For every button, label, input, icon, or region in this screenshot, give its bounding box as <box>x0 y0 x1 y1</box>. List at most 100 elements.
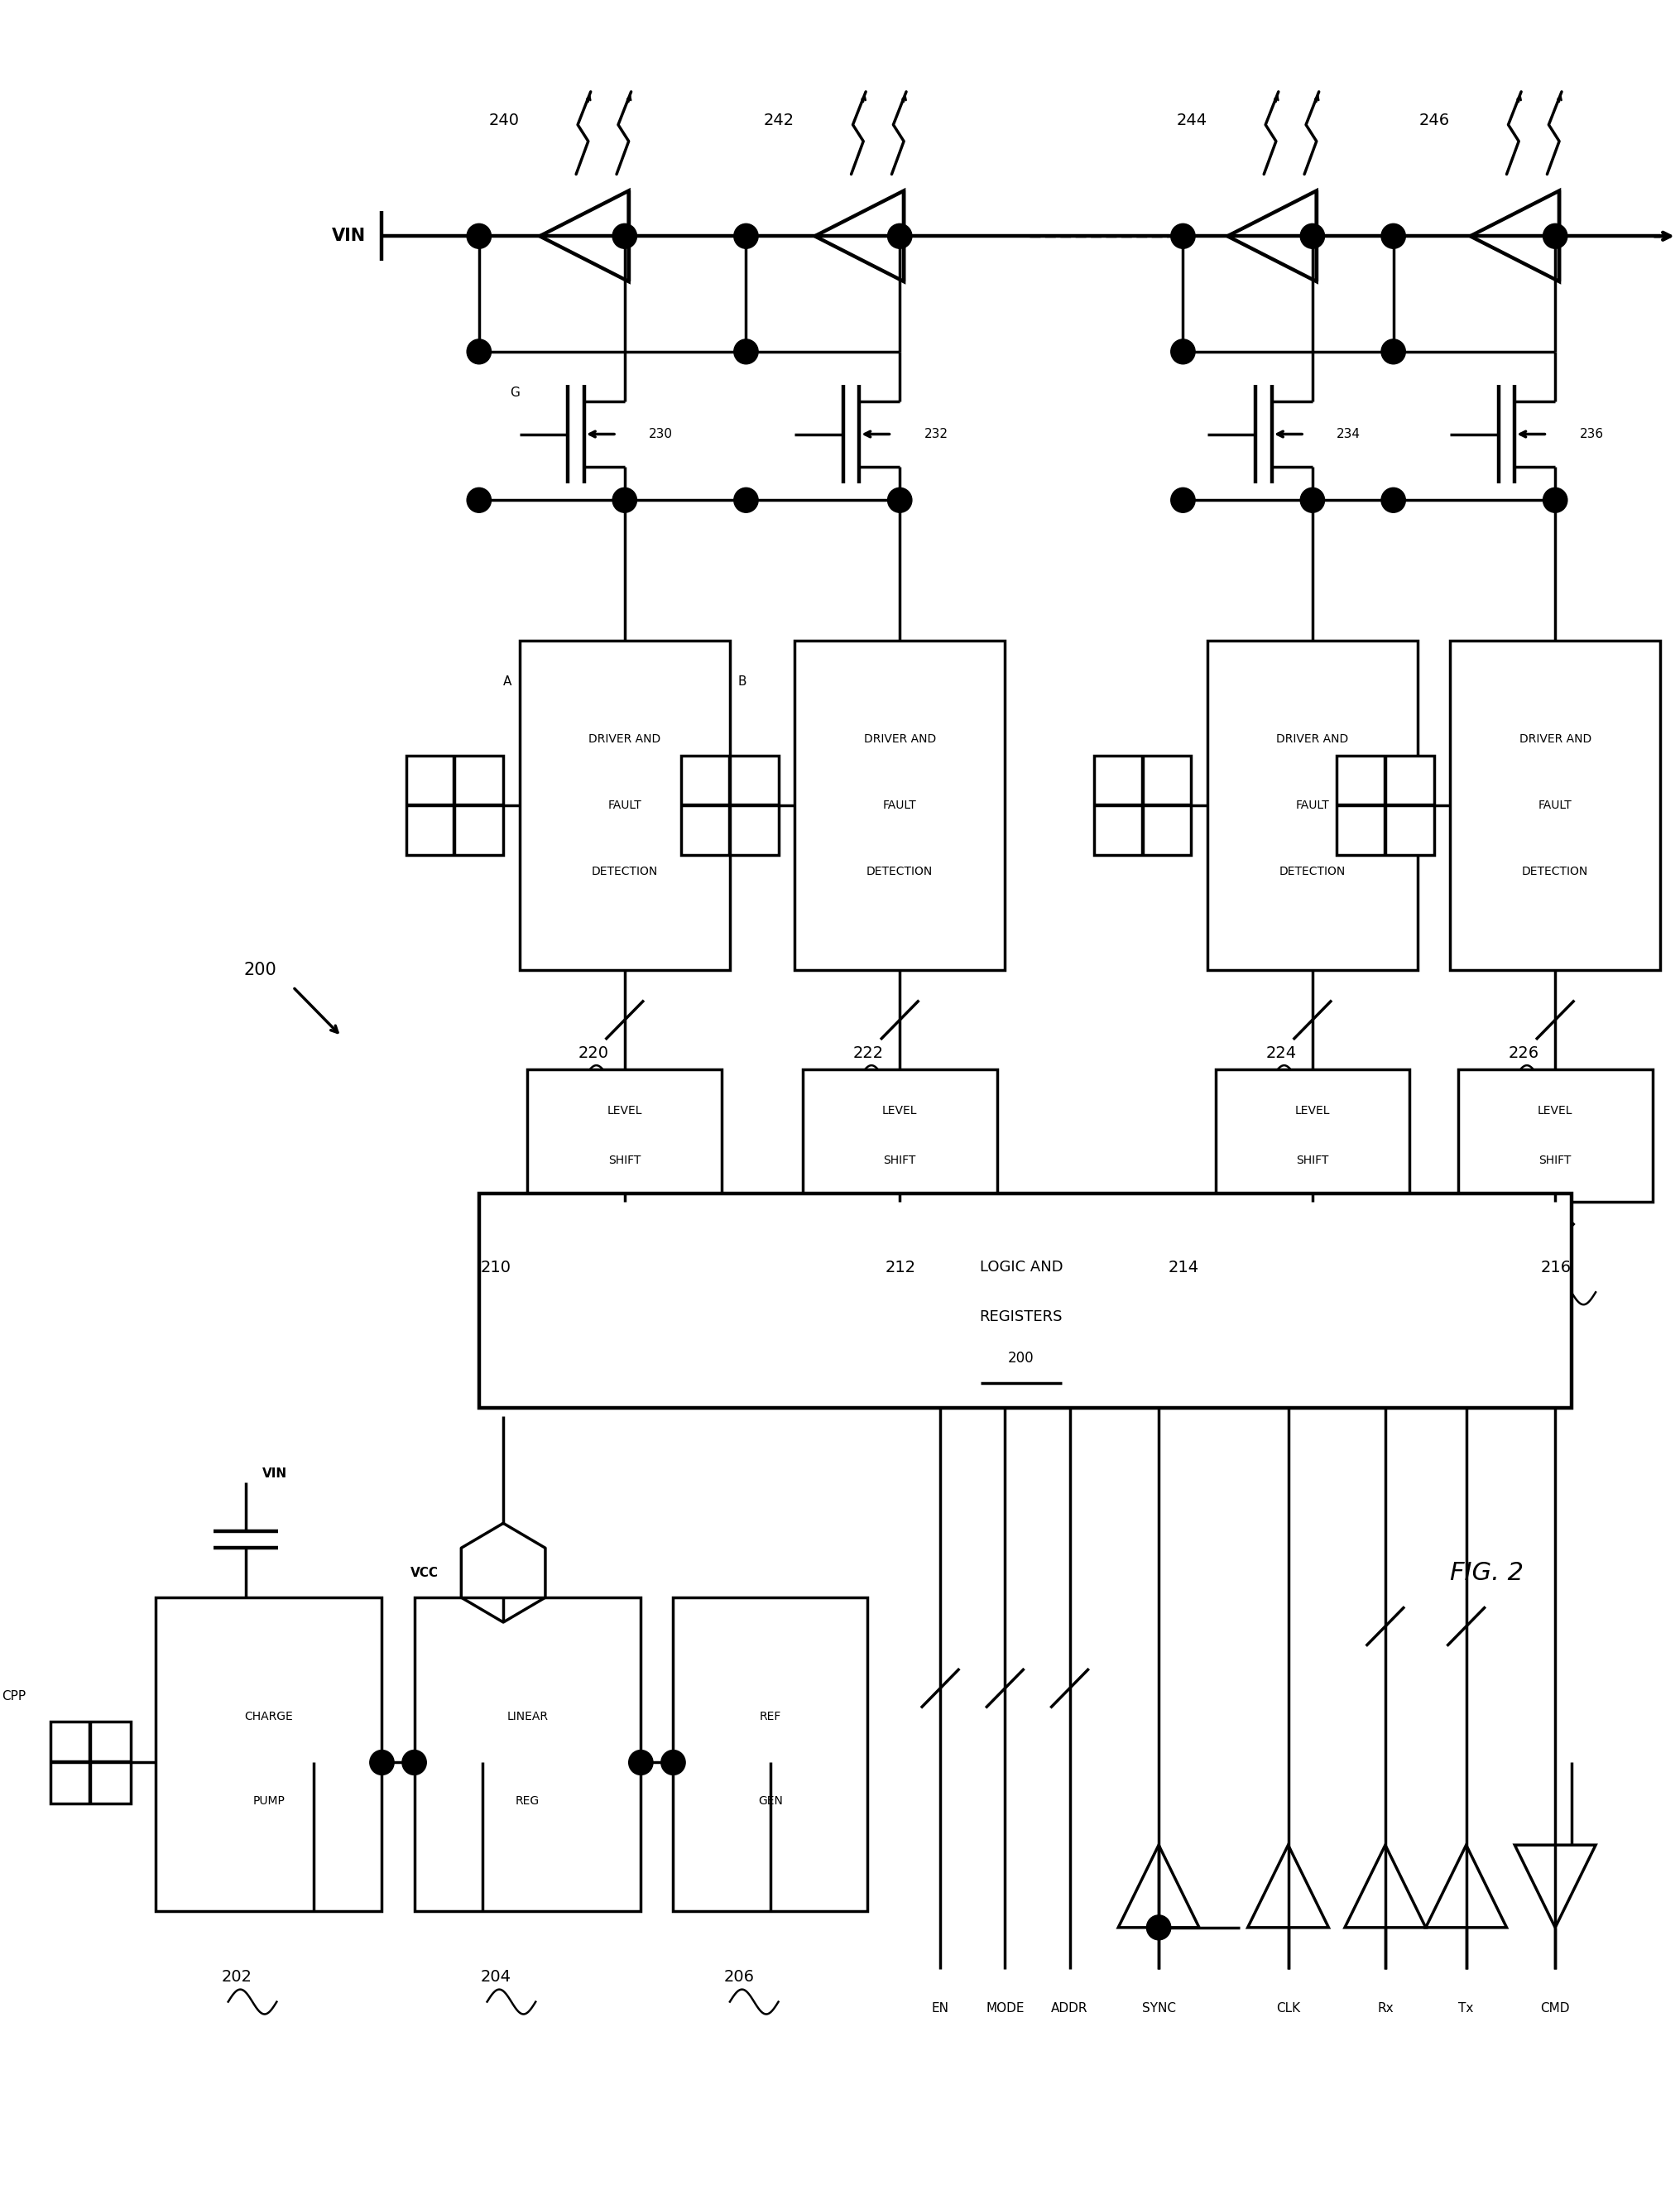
Text: 210: 210 <box>480 1260 511 1275</box>
Text: LEVEL: LEVEL <box>606 1104 642 1117</box>
Text: FAULT: FAULT <box>608 799 642 812</box>
Text: DRIVER AND: DRIVER AND <box>1275 733 1347 746</box>
Circle shape <box>612 224 637 248</box>
Circle shape <box>1171 487 1194 511</box>
Text: FAULT: FAULT <box>1537 799 1571 812</box>
Text: 212: 212 <box>885 1260 916 1275</box>
Text: FAULT: FAULT <box>1295 799 1329 812</box>
Text: DETECTION: DETECTION <box>1520 865 1588 878</box>
Text: FAULT: FAULT <box>882 799 916 812</box>
Text: VCC: VCC <box>410 1567 438 1578</box>
Text: 230: 230 <box>648 428 672 441</box>
Text: 214: 214 <box>1168 1260 1198 1275</box>
Circle shape <box>1300 487 1324 511</box>
Text: 200: 200 <box>1008 1350 1033 1365</box>
Text: REGISTERS: REGISTERS <box>979 1310 1062 1324</box>
Text: MODE: MODE <box>984 2002 1023 2015</box>
Bar <box>479 1194 1571 1407</box>
Text: EN: EN <box>931 2002 949 2015</box>
Bar <box>803 1069 996 1201</box>
Text: 246: 246 <box>1418 112 1450 130</box>
Bar <box>155 1598 381 1912</box>
Text: SHIFT: SHIFT <box>884 1155 916 1166</box>
Bar <box>795 641 1005 970</box>
Text: G: G <box>509 386 519 399</box>
Text: Rx: Rx <box>1376 2002 1393 2015</box>
Bar <box>1450 641 1660 970</box>
Text: DETECTION: DETECTION <box>1278 865 1346 878</box>
Circle shape <box>734 224 758 248</box>
Circle shape <box>402 1749 427 1776</box>
Text: 200: 200 <box>244 961 277 979</box>
Text: CHARGE: CHARGE <box>244 1710 292 1723</box>
Text: REG: REG <box>516 1796 539 1806</box>
Text: VIN: VIN <box>262 1468 287 1479</box>
Text: 202: 202 <box>222 1969 252 1984</box>
Text: ADDR: ADDR <box>1050 2002 1087 2015</box>
Text: 222: 222 <box>852 1045 884 1060</box>
Bar <box>50 1721 131 1804</box>
Text: 226: 226 <box>1507 1045 1539 1060</box>
Text: SHIFT: SHIFT <box>1539 1155 1571 1166</box>
Circle shape <box>467 487 491 511</box>
Bar <box>1215 1069 1410 1201</box>
Text: 232: 232 <box>924 428 948 441</box>
Bar <box>1094 755 1191 854</box>
Circle shape <box>612 487 637 511</box>
Text: LEVEL: LEVEL <box>1537 1104 1572 1117</box>
Circle shape <box>1542 487 1566 511</box>
Text: CMD: CMD <box>1541 2002 1569 2015</box>
Text: LEVEL: LEVEL <box>882 1104 917 1117</box>
Circle shape <box>734 487 758 511</box>
Circle shape <box>467 224 491 248</box>
Bar <box>519 641 729 970</box>
Text: PUMP: PUMP <box>252 1796 284 1806</box>
Circle shape <box>1171 224 1194 248</box>
Circle shape <box>370 1749 393 1776</box>
Text: LOGIC AND: LOGIC AND <box>979 1260 1062 1275</box>
Text: SHIFT: SHIFT <box>1295 1155 1329 1166</box>
Bar <box>674 1598 867 1912</box>
Text: 216: 216 <box>1541 1260 1571 1275</box>
Text: 220: 220 <box>578 1045 608 1060</box>
Text: SHIFT: SHIFT <box>608 1155 640 1166</box>
Text: 224: 224 <box>1265 1045 1295 1060</box>
Text: SYNC: SYNC <box>1141 2002 1174 2015</box>
Text: DETECTION: DETECTION <box>867 865 932 878</box>
Text: REF: REF <box>759 1710 781 1723</box>
Circle shape <box>467 340 491 364</box>
Text: GEN: GEN <box>758 1796 783 1806</box>
Bar <box>413 1598 640 1912</box>
Circle shape <box>887 487 912 511</box>
Bar <box>1336 755 1433 854</box>
Text: FIG. 2: FIG. 2 <box>1450 1561 1522 1585</box>
Text: DETECTION: DETECTION <box>591 865 657 878</box>
Circle shape <box>1146 1916 1171 1940</box>
Bar <box>680 755 778 854</box>
Circle shape <box>734 340 758 364</box>
Text: DRIVER AND: DRIVER AND <box>864 733 936 746</box>
Text: DRIVER AND: DRIVER AND <box>1519 733 1591 746</box>
Bar <box>407 755 502 854</box>
Text: B: B <box>738 676 746 687</box>
Circle shape <box>1381 340 1404 364</box>
Text: LEVEL: LEVEL <box>1294 1104 1329 1117</box>
Bar <box>528 1069 721 1201</box>
Text: DRIVER AND: DRIVER AND <box>588 733 660 746</box>
Text: CPP: CPP <box>2 1690 25 1703</box>
Text: 234: 234 <box>1336 428 1361 441</box>
Text: 204: 204 <box>480 1969 511 1984</box>
Text: VIN: VIN <box>331 228 366 244</box>
Circle shape <box>1381 487 1404 511</box>
Bar <box>1206 641 1416 970</box>
Text: 242: 242 <box>763 112 795 130</box>
Text: 206: 206 <box>722 1969 754 1984</box>
Circle shape <box>1171 340 1194 364</box>
Circle shape <box>628 1749 652 1776</box>
Text: 240: 240 <box>489 112 519 130</box>
Circle shape <box>1542 224 1566 248</box>
Circle shape <box>887 224 912 248</box>
Circle shape <box>660 1749 685 1776</box>
Circle shape <box>1381 224 1404 248</box>
Bar <box>1457 1069 1651 1201</box>
